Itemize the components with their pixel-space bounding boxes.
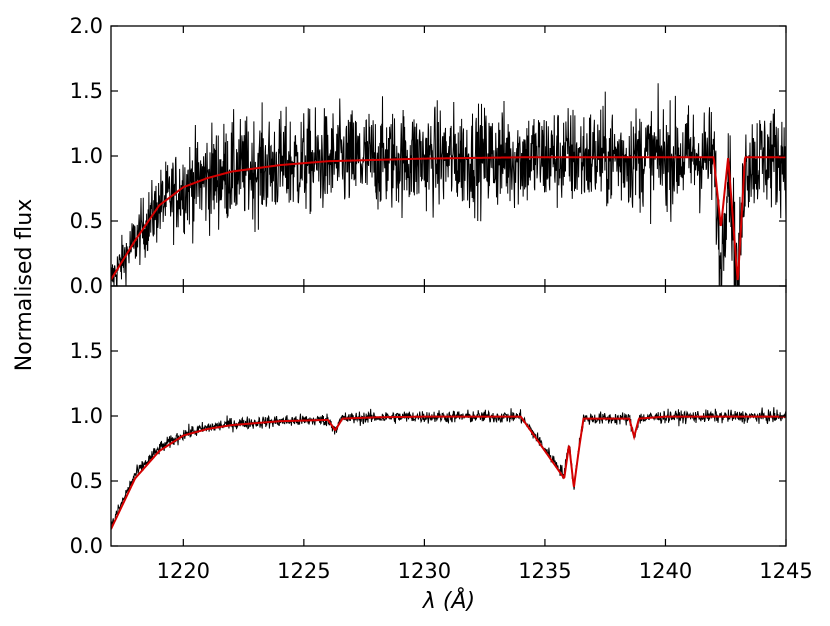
observed-spectrum-panel-1: [111, 83, 786, 286]
y-tick-label-panel-1: 0.0: [70, 274, 103, 298]
x-tick-label: 1240: [639, 559, 692, 583]
y-tick-label-panel-1: 1.0: [70, 144, 103, 168]
observed-spectrum-panel-2: [111, 407, 786, 528]
y-tick-label-panel-2: 0.0: [70, 534, 103, 558]
y-tick-label-panel-2: 1.5: [70, 339, 103, 363]
x-axis-label: λ (Å): [422, 587, 475, 614]
x-tick-label: 1220: [157, 559, 210, 583]
y-axis-label: Normalised flux: [12, 199, 37, 372]
model-line-panel-1: [111, 156, 786, 281]
y-tick-label-panel-2: 0.5: [70, 469, 103, 493]
model-line-panel-2: [111, 415, 786, 530]
y-tick-label-panel-1: 1.5: [70, 79, 103, 103]
y-tick-label-panel-2: 1.0: [70, 404, 103, 428]
x-tick-label: 1230: [398, 559, 451, 583]
x-tick-label: 1225: [277, 559, 330, 583]
y-tick-label-panel-1: 0.5: [70, 209, 103, 233]
x-tick-label: 1245: [759, 559, 812, 583]
x-tick-label: 1235: [518, 559, 571, 583]
y-tick-label-panel-1: 2.0: [70, 14, 103, 38]
